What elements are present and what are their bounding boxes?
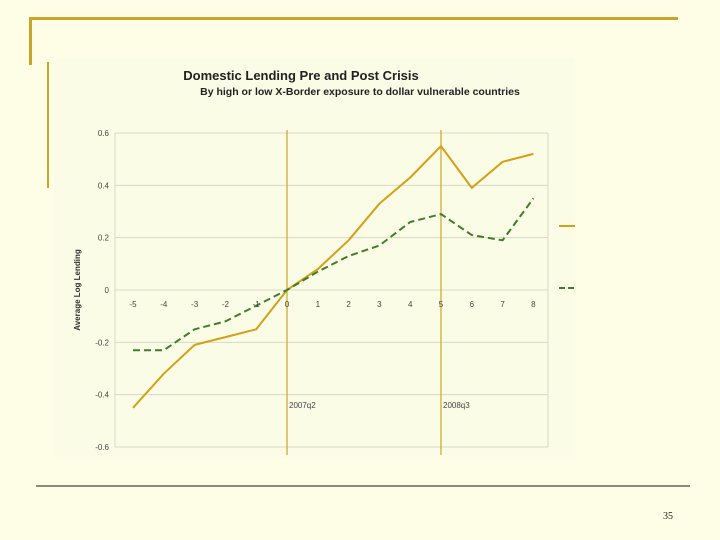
- x-tick-label: 8: [531, 300, 536, 309]
- grid-layer: [114, 132, 549, 448]
- marker-label: 2007q2: [289, 401, 316, 410]
- frame-left-line: [29, 17, 32, 65]
- frame-left-accent-line: [47, 62, 49, 188]
- y-tick-label: 0: [105, 286, 110, 295]
- y-axis-label: Average Log Lending: [73, 249, 82, 331]
- y-tick-label: -0.6: [95, 443, 109, 452]
- x-tick-label: -2: [222, 300, 230, 309]
- tick-layer: 0.6 0.4 0.2 0 -0.2 -0.4 -0.6 -5 -4 -3 -2 -1 0 1 2 3 4 5 6 7…: [95, 129, 536, 452]
- x-tick-label: -5: [129, 300, 137, 309]
- frame-top-line: [30, 17, 678, 20]
- y-tick-label: 0.6: [98, 129, 110, 138]
- chart-svg: Domestic Lending Pre and Post Crisis By …: [73, 68, 645, 455]
- marker-label: 2008q3: [443, 401, 470, 410]
- x-tick-label: 3: [377, 300, 382, 309]
- x-tick-label: 4: [408, 300, 413, 309]
- slide-number: 35: [663, 511, 673, 522]
- x-tick-label: 0: [285, 300, 290, 309]
- frame-bottom-line: [36, 485, 690, 487]
- y-tick-label: 0.2: [98, 234, 110, 243]
- vertical-markers: [286, 130, 442, 455]
- chart-title: Domestic Lending Pre and Post Crisis: [183, 68, 419, 83]
- chart-panel: Domestic Lending Pre and Post Crisis By …: [55, 58, 645, 458]
- y-tick-label: -0.4: [95, 391, 109, 400]
- x-tick-label: 2: [346, 300, 351, 309]
- x-tick-label: -1: [253, 300, 261, 309]
- series-line-low-exposure: [132, 145, 534, 409]
- y-tick-label: 0.4: [98, 181, 110, 190]
- chart-subtitle: By high or low X-Border exposure to doll…: [200, 86, 520, 98]
- y-tick-label: -0.2: [95, 338, 109, 347]
- x-tick-label: -3: [191, 300, 199, 309]
- legend: Low exposure tohighly vulnerablecountrie…: [559, 218, 645, 309]
- x-tick-label: 1: [316, 300, 321, 309]
- x-tick-label: 6: [470, 300, 475, 309]
- series-line-high-exposure: [133, 197, 535, 352]
- x-tick-label: 5: [439, 300, 444, 309]
- series-layer: [132, 145, 535, 409]
- x-tick-label: 7: [500, 300, 505, 309]
- x-tick-label: -4: [160, 300, 168, 309]
